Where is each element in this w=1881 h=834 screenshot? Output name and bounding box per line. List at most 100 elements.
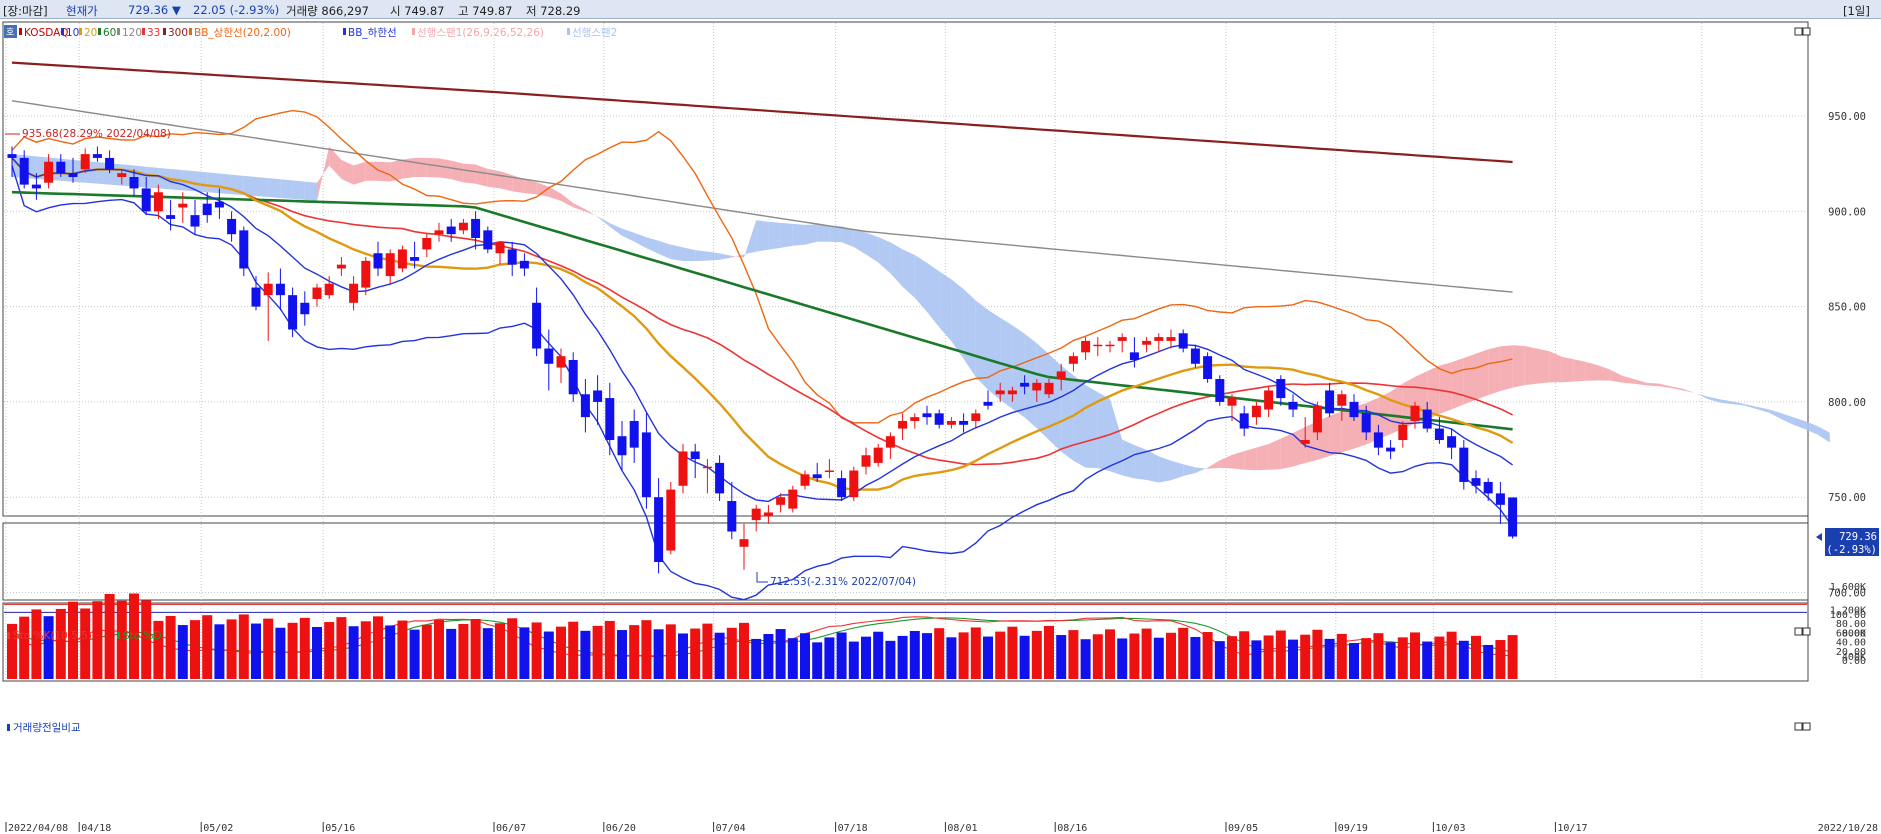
candle-body (1337, 394, 1347, 406)
high-readout: 고 749.87 (458, 4, 513, 18)
candle-body (1154, 337, 1164, 341)
candle-body (1166, 337, 1176, 341)
price-tick-label: 850.00 (1828, 302, 1866, 314)
cloud-segment (317, 146, 330, 201)
volume-bar (177, 625, 188, 679)
cloud-segment (1146, 449, 1159, 483)
volume-bar (983, 636, 993, 679)
date-tick-label: 05/16 (325, 823, 355, 834)
stoch-tick-label: 80.00 (1836, 619, 1866, 630)
volume-bar (129, 593, 139, 679)
cloud-segment (378, 161, 391, 182)
cloud-segment (939, 271, 952, 342)
cloud-segment (914, 255, 927, 312)
date-tick-label: 06/07 (496, 823, 526, 834)
candle-body (1386, 447, 1396, 452)
cloud-segment (573, 203, 586, 212)
candle-body (995, 390, 1005, 395)
volume-bar (958, 632, 969, 679)
close-volume-icon[interactable] (1802, 722, 1811, 731)
volume-bar (1153, 637, 1164, 679)
maximize-stoch-icon[interactable] (1794, 627, 1803, 636)
volume-tick-label: 800K (1842, 629, 1866, 640)
volume-bar (787, 638, 798, 679)
cloud-segment (304, 181, 317, 201)
volume-bar (1044, 625, 1054, 679)
volume-bar (1178, 627, 1189, 679)
volume-bar (299, 617, 310, 679)
volume-bar (1300, 634, 1311, 679)
stoch-tick-label: 40.00 (1836, 638, 1866, 649)
cloud-segment (1085, 385, 1098, 469)
volume-bar (1288, 639, 1298, 679)
close-stoch-icon[interactable] (1802, 627, 1811, 636)
volume-bar (116, 600, 127, 679)
maximize-volume-icon[interactable] (1794, 722, 1803, 731)
date-tick-label: 08/16 (1057, 823, 1087, 834)
cloud-segment (866, 232, 879, 263)
candle-body (1325, 390, 1335, 414)
cloud-segment (1439, 362, 1452, 414)
cloud-segment (683, 247, 696, 262)
candle-body (153, 192, 163, 212)
cloud-segment (1171, 460, 1184, 481)
maximize-pane-icon[interactable] (1794, 27, 1803, 36)
stochastic-lines (11, 616, 1513, 658)
cloud-segment (1781, 413, 1794, 425)
volume-bar (836, 632, 847, 679)
volume-bar (1117, 638, 1128, 679)
candle-body (959, 420, 969, 425)
volume-readout: 거래량 866,297 (286, 4, 369, 18)
volume-bar (934, 628, 945, 679)
candle-body (141, 188, 151, 212)
sto-d-line (11, 617, 1513, 657)
period-button[interactable]: [1일] (1843, 4, 1870, 18)
volume-bar (690, 628, 701, 679)
last-price-pct: (-2.93%) (1826, 544, 1877, 556)
cloud-segment (219, 173, 232, 195)
legend-symbol: KOSDAQ (24, 27, 68, 39)
legend-bb-lower: BB_하한선 (348, 26, 397, 39)
candle-body (580, 394, 590, 418)
candle-body (1056, 371, 1066, 380)
cloud-segment (792, 223, 805, 246)
candle-body (641, 432, 651, 498)
cloud-segment (1549, 351, 1562, 383)
cloud-segment (1622, 375, 1635, 384)
price-change: 22.05 (-2.93%) (193, 3, 280, 17)
volume-bar (812, 642, 823, 679)
cloud-segment (1707, 396, 1720, 403)
candle-body (800, 474, 810, 486)
price-label: 현재가 (66, 4, 98, 18)
cloud-segment (1659, 383, 1672, 389)
cloud-segment (597, 216, 610, 227)
candle-body (7, 154, 17, 158)
volume-bar (214, 624, 225, 679)
volume-bar (31, 609, 42, 679)
cloud-segment (536, 182, 549, 197)
candle-body (1447, 436, 1457, 448)
candle-body (1227, 398, 1237, 406)
volume-bar (1227, 636, 1237, 679)
volume-bar (617, 630, 627, 679)
cloud-segment (585, 209, 598, 218)
chart-canvas[interactable]: 950.00900.00850.00800.00750.00700.00100.… (0, 19, 1881, 834)
ma300-line (11, 61, 1513, 164)
close-pane-icon[interactable] (1802, 27, 1811, 36)
cloud-segment (243, 175, 256, 197)
date-tick-label: 09/19 (1338, 823, 1368, 834)
volume-bar (19, 616, 30, 679)
candle-body (19, 157, 29, 185)
candle-body (336, 264, 346, 269)
candle-body (129, 176, 139, 189)
volume-bar (873, 631, 884, 679)
date-tick-label: 10/17 (1557, 823, 1587, 834)
candle-body (471, 218, 481, 238)
candle-body (312, 287, 322, 299)
volume-bar (1251, 640, 1262, 679)
volume-bar (1007, 626, 1018, 679)
pane-toggle-button[interactable] (4, 25, 17, 38)
candle-body (1129, 352, 1139, 360)
cloud-segment (414, 157, 427, 177)
date-tick-label: 2022/10/28 (1818, 823, 1878, 834)
